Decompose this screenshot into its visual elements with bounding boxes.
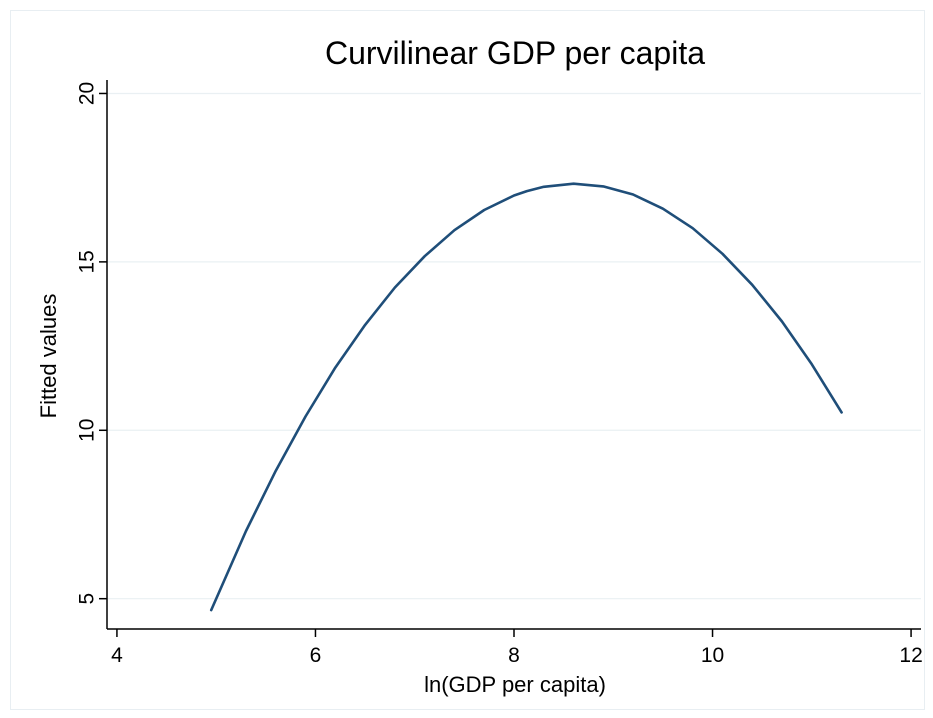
x-tick-label-10: 10 [701, 644, 724, 667]
x-tick-label-12: 12 [899, 644, 922, 667]
y-tick-label-20: 20 [75, 82, 98, 105]
x-tick-label-8: 8 [508, 644, 520, 667]
y-tick-label-10: 10 [75, 419, 98, 442]
gridlines [107, 92, 921, 600]
x-tick-label-4: 4 [111, 644, 123, 667]
x-axis-label: ln(GDP per capita) [424, 672, 606, 697]
y-tick-label-5: 5 [75, 593, 98, 605]
chart-frame [10, 10, 925, 710]
x-tick-label-6: 6 [310, 644, 322, 667]
chart-title: Curvilinear GDP per capita [325, 35, 705, 71]
x-axis-ticks: 4 6 8 10 12 [111, 629, 923, 667]
y-axis-label: Fitted values [36, 294, 61, 419]
series-line-1 [209, 182, 843, 612]
y-axis-ticks: 5 10 15 20 [75, 82, 107, 605]
y-tick-label-15: 15 [75, 250, 98, 273]
series-layer [209, 182, 843, 612]
